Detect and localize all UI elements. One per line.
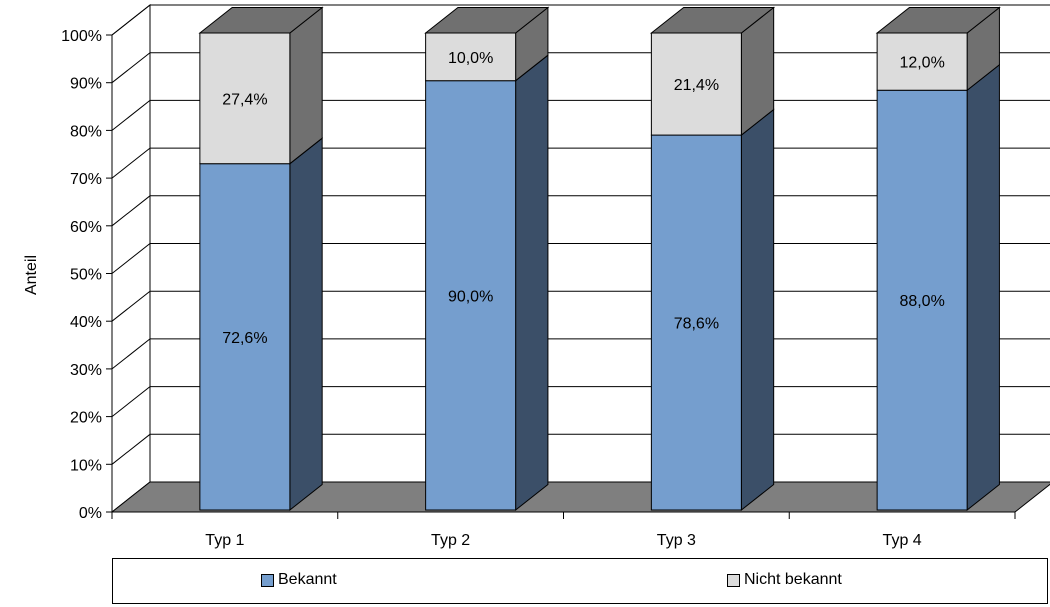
y-tick-label: 30% (70, 362, 102, 379)
bar-top (198, 7, 324, 34)
y-tick-label: 100% (61, 28, 102, 45)
data-label-bekannt: 72,6% (222, 330, 267, 347)
bar-bekannt (199, 163, 291, 511)
bar-bekannt (650, 134, 742, 511)
data-label-nicht-bekannt: 27,4% (222, 91, 267, 108)
bar-top (649, 7, 776, 34)
x-tick-label: Typ 2 (431, 532, 470, 549)
data-labels: 72,6% 27,4% 90,0% 10,0% 78,6% 21,4% 88,0% 12,0% (222, 50, 945, 347)
y-tick-label: 20% (70, 410, 102, 427)
y-tick-label: 90% (70, 76, 102, 93)
data-label-nicht-bekannt: 12,0% (899, 55, 944, 72)
x-tick-label: Typ 1 (205, 532, 244, 549)
bar-top (875, 7, 1001, 34)
legend-label-bekannt: Bekannt (278, 571, 337, 588)
data-label-bekannt: 88,0% (899, 293, 944, 310)
y-axis-label: Anteil (23, 255, 40, 295)
x-tick-labels: Typ 1 Typ 2 Typ 3 Typ 4 (205, 532, 921, 549)
bar-side-bekannt (966, 63, 1000, 512)
y-tick-labels: 0% 10% 20% 30% 40% 50% 60% 70% 80% 90% 100% (61, 28, 102, 522)
x-tick-label: Typ 4 (883, 532, 922, 549)
y-tick-label: 80% (70, 123, 102, 140)
bar-nicht-bekannt (199, 32, 291, 165)
bar-side-bekannt (515, 54, 549, 512)
data-label-nicht-bekannt: 10,0% (448, 50, 493, 67)
y-tick-label: 60% (70, 219, 102, 236)
legend-item-bekannt: Bekannt (261, 571, 337, 589)
bars (198, 6, 1001, 512)
legend-item-nicht-bekannt: Nicht bekannt (727, 571, 842, 589)
legend-label-nicht-bekannt: Nicht bekannt (744, 571, 842, 588)
bar-bekannt (876, 89, 968, 511)
y-tick-label: 50% (70, 267, 102, 284)
bar-nicht-bekannt (650, 32, 742, 136)
data-label-bekannt: 78,6% (674, 316, 719, 333)
bar-top (424, 7, 550, 34)
y-tick-label: 40% (70, 314, 102, 331)
bar-side-nicht-bekannt (289, 6, 323, 165)
gridline (111, 4, 1050, 36)
bar-bekannt (425, 80, 517, 511)
y-tick-label: 10% (70, 457, 102, 474)
data-label-bekannt: 90,0% (448, 288, 493, 305)
bar-side-bekannt (740, 108, 775, 512)
legend-swatch-bekannt (261, 573, 274, 587)
bar-side-bekannt (289, 137, 323, 512)
data-label-nicht-bekannt: 21,4% (674, 77, 719, 94)
legend: Bekannt Nicht bekannt (112, 558, 1048, 604)
x-tick-label: Typ 3 (657, 532, 696, 549)
legend-swatch-nicht-bekannt (727, 573, 740, 587)
axes (106, 34, 1016, 519)
bar-nicht-bekannt (876, 32, 968, 91)
y-tick-label: 0% (79, 505, 102, 522)
y-tick-label: 70% (70, 171, 102, 188)
